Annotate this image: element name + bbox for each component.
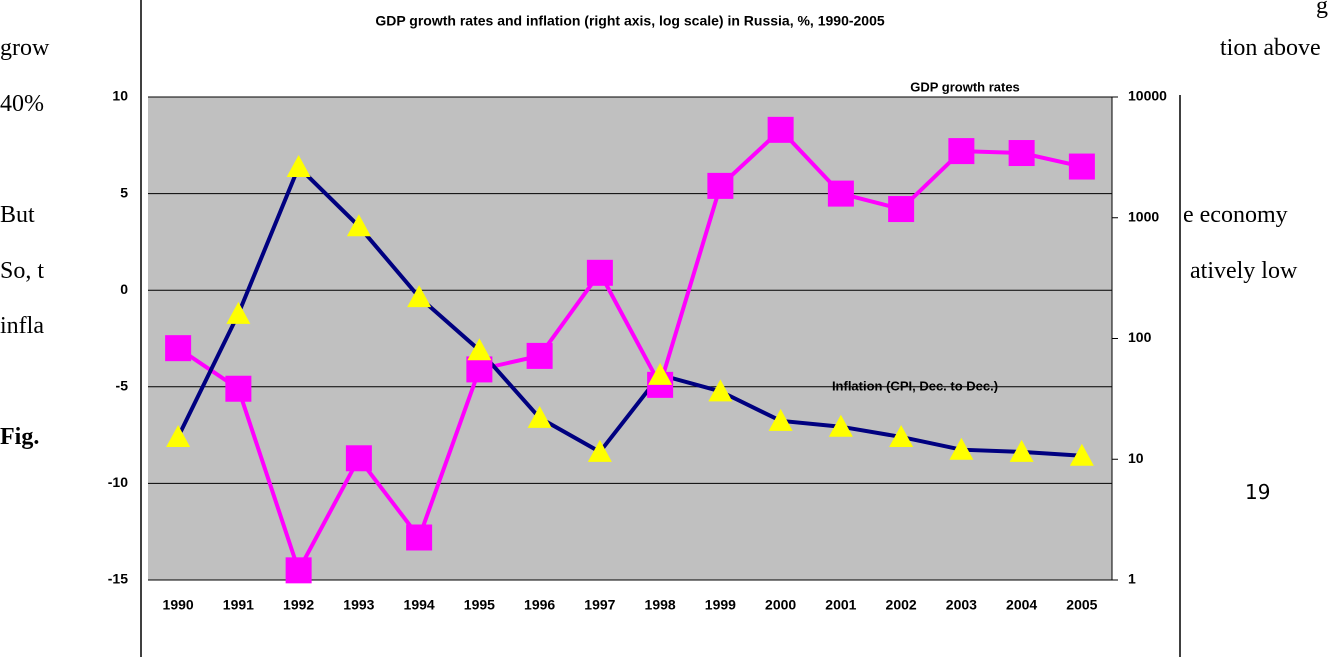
marker — [345, 445, 372, 472]
y-tick-label: 5 — [120, 184, 128, 200]
doc-text: So, t — [0, 258, 45, 284]
marker — [889, 424, 914, 447]
marker — [1068, 153, 1095, 180]
doc-text: atively low — [1190, 258, 1298, 284]
marker — [527, 405, 552, 428]
y2-tick-label: 1000 — [1128, 208, 1159, 224]
x-tick-label: 1999 — [705, 597, 736, 613]
x-tick-label: 1998 — [645, 597, 676, 613]
doc-text: grow — [0, 35, 50, 61]
marker — [526, 342, 553, 369]
x-tick-label: 1992 — [283, 597, 314, 613]
marker — [586, 259, 613, 286]
x-tick-label: 1993 — [343, 597, 374, 613]
marker — [407, 285, 432, 308]
y-tick-label: -15 — [108, 571, 128, 587]
marker — [828, 414, 853, 437]
y2-tick-label: 10 — [1128, 450, 1144, 466]
doc-text: 40% — [0, 91, 44, 117]
marker — [165, 335, 192, 362]
chart-title: GDP growth rates and inflation (right ax… — [375, 13, 885, 29]
marker — [648, 362, 673, 385]
marker — [346, 214, 371, 237]
doc-text: infla — [0, 313, 44, 339]
marker — [888, 196, 915, 223]
x-tick-label: 1994 — [404, 597, 435, 613]
series-label: GDP growth rates — [910, 79, 1020, 94]
y-tick-label: -5 — [116, 378, 129, 394]
marker — [406, 524, 433, 551]
y2-tick-label: 10000 — [1128, 88, 1167, 104]
marker — [286, 155, 311, 178]
marker — [467, 338, 492, 361]
x-tick-label: 2002 — [886, 597, 917, 613]
x-tick-label: 1990 — [163, 597, 194, 613]
x-tick-label: 1995 — [464, 597, 495, 613]
marker — [708, 379, 733, 402]
marker — [948, 138, 975, 165]
marker — [466, 356, 493, 383]
x-tick-label: 2005 — [1066, 597, 1097, 613]
x-tick-label: 1997 — [584, 597, 615, 613]
series-line — [176, 163, 1083, 458]
y2-tick-label: 100 — [1128, 329, 1152, 345]
x-tick-label: 2003 — [946, 597, 977, 613]
y-tick-label: 0 — [120, 281, 128, 297]
series-label: Inflation (CPI, Dec. to Dec.) — [832, 378, 998, 393]
x-tick-label: 1996 — [524, 597, 555, 613]
y-tick-label: 10 — [112, 88, 128, 104]
doc-text: But — [0, 202, 35, 228]
x-tick-label: 1991 — [223, 597, 254, 613]
marker — [166, 424, 191, 447]
y-tick-label: -10 — [108, 474, 128, 490]
doc-text: g — [1316, 0, 1328, 19]
marker — [768, 408, 793, 431]
marker — [827, 180, 854, 207]
marker — [949, 437, 974, 460]
y2-tick-label: 1 — [1128, 571, 1136, 587]
marker — [285, 557, 312, 584]
marker — [1069, 443, 1094, 466]
marker — [1008, 140, 1035, 167]
x-tick-label: 2001 — [825, 597, 856, 613]
doc-text: Fig. — [0, 424, 40, 450]
x-tick-label: 2000 — [765, 597, 796, 613]
marker — [587, 439, 612, 462]
x-tick-label: 2004 — [1006, 597, 1037, 613]
doc-text: e economy — [1183, 202, 1288, 228]
marker — [767, 116, 794, 143]
marker — [226, 301, 251, 324]
marker — [1009, 439, 1034, 462]
marker — [225, 375, 252, 402]
doc-text: tion above — [1220, 35, 1321, 61]
page-number: 19 — [1245, 480, 1271, 504]
marker — [707, 172, 734, 199]
series-line — [177, 127, 1083, 576]
